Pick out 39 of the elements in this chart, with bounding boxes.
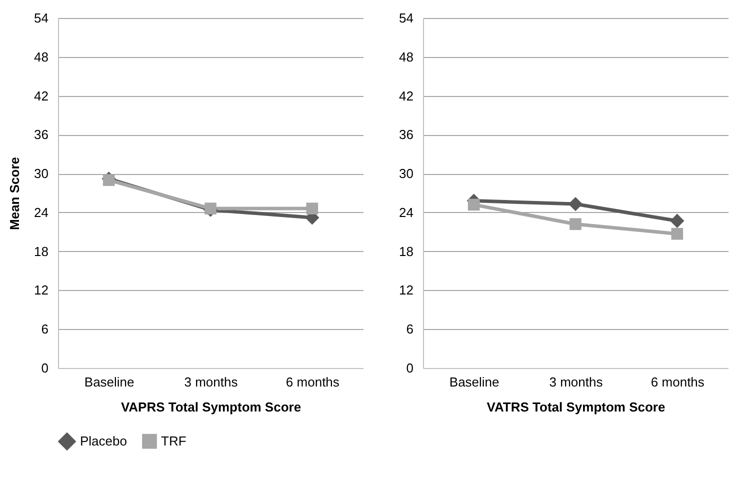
y-tick-label: 0 [41, 360, 48, 376]
y-tick-label: 18 [399, 244, 414, 259]
point [204, 202, 216, 214]
y-tick-label: 54 [34, 10, 48, 26]
y-tick-label: 36 [34, 127, 48, 142]
y-tick-label: 30 [399, 166, 414, 182]
x-tick-label: 3 months [549, 374, 604, 390]
y-tick-label: 6 [406, 322, 414, 337]
x-axis-title: VATRS Total Symptom Score [486, 400, 666, 414]
x-tick-label: Baseline [449, 374, 500, 390]
point [570, 218, 582, 230]
y-tick-label: 12 [399, 282, 414, 298]
y-tick-label: 48 [399, 49, 414, 64]
y-tick-label: 54 [399, 10, 414, 26]
point [468, 198, 480, 211]
y-tick-label: 0 [406, 360, 414, 376]
point [102, 174, 115, 186]
point [568, 196, 583, 212]
y-tick-label: 24 [399, 204, 414, 220]
x-tick-label: 6 months [286, 374, 340, 390]
y-tick-label: 42 [34, 88, 48, 104]
y-tick-label: 24 [34, 204, 48, 220]
y-tick-label: 12 [34, 282, 48, 298]
y-tick-label: 48 [34, 49, 48, 64]
x-tick-label: 3 months [184, 374, 238, 390]
y-tick-label: 6 [41, 322, 48, 337]
y-axis-title: Mean Score [7, 157, 22, 230]
y-tick-label: 18 [34, 244, 48, 259]
legend-label: Placebo [80, 433, 127, 448]
point [670, 214, 684, 228]
legend-label: TRF [161, 433, 186, 448]
point [306, 202, 318, 214]
y-tick-label: 30 [34, 166, 48, 182]
y-tick-label: 42 [399, 88, 414, 104]
x-tick-label: Baseline [84, 374, 134, 390]
y-tick-label: 36 [399, 127, 414, 142]
x-axis-title: VAPRS Total Symptom Score [120, 400, 302, 414]
point [671, 228, 684, 240]
x-tick-label: 6 months [650, 374, 705, 390]
